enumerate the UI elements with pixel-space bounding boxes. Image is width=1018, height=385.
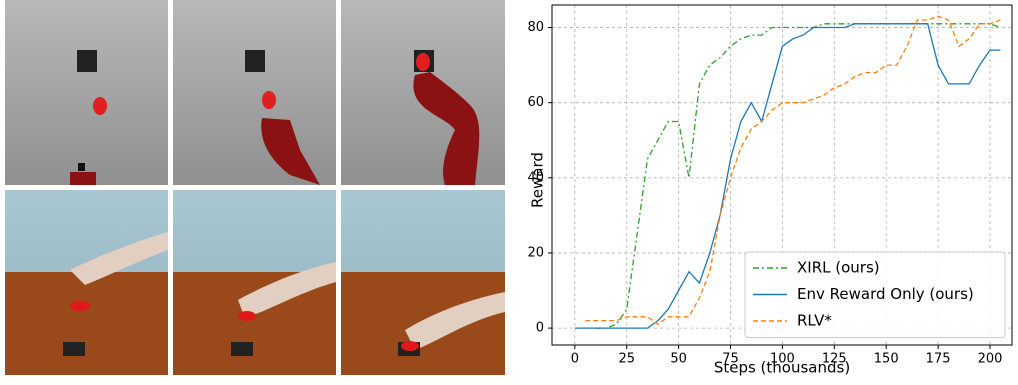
legend-box: [744, 251, 1006, 338]
x-tick-label: 75: [722, 352, 739, 367]
y-tick-label: 0: [536, 321, 544, 336]
series-line: [574, 23, 1001, 329]
sim-frame: [341, 0, 505, 185]
series-line: [595, 23, 1001, 329]
x-tick-label: 125: [822, 352, 847, 367]
real-frame: [341, 190, 505, 375]
series-line: [585, 15, 1001, 326]
image-grid: [5, 0, 505, 375]
y-tick-label: 60: [527, 95, 544, 110]
x-tick-label: 25: [618, 352, 635, 367]
y-tick-label: 20: [527, 245, 544, 260]
sim-frame: [5, 0, 168, 185]
legend-label: RLV*: [797, 312, 832, 330]
x-tick-label: 150: [874, 352, 899, 367]
y-tick-label: 40: [527, 170, 544, 185]
sim-frame: [173, 0, 336, 185]
x-tick-label: 50: [670, 352, 687, 367]
legend-label: Env Reward Only (ours): [797, 285, 974, 303]
legend-label: XIRL (ours): [797, 259, 880, 277]
x-tick-label: 100: [770, 352, 795, 367]
real-frame: [173, 190, 336, 375]
x-tick-label: 175: [926, 352, 951, 367]
x-axis-label: Steps (thousands): [714, 359, 850, 377]
x-tick-label: 0: [571, 352, 579, 367]
x-tick-label: 200: [978, 352, 1003, 367]
y-tick-label: 80: [527, 20, 544, 35]
real-frame: [5, 190, 168, 375]
plot-frame: [551, 4, 1013, 346]
y-axis-label: Reward: [529, 152, 547, 208]
